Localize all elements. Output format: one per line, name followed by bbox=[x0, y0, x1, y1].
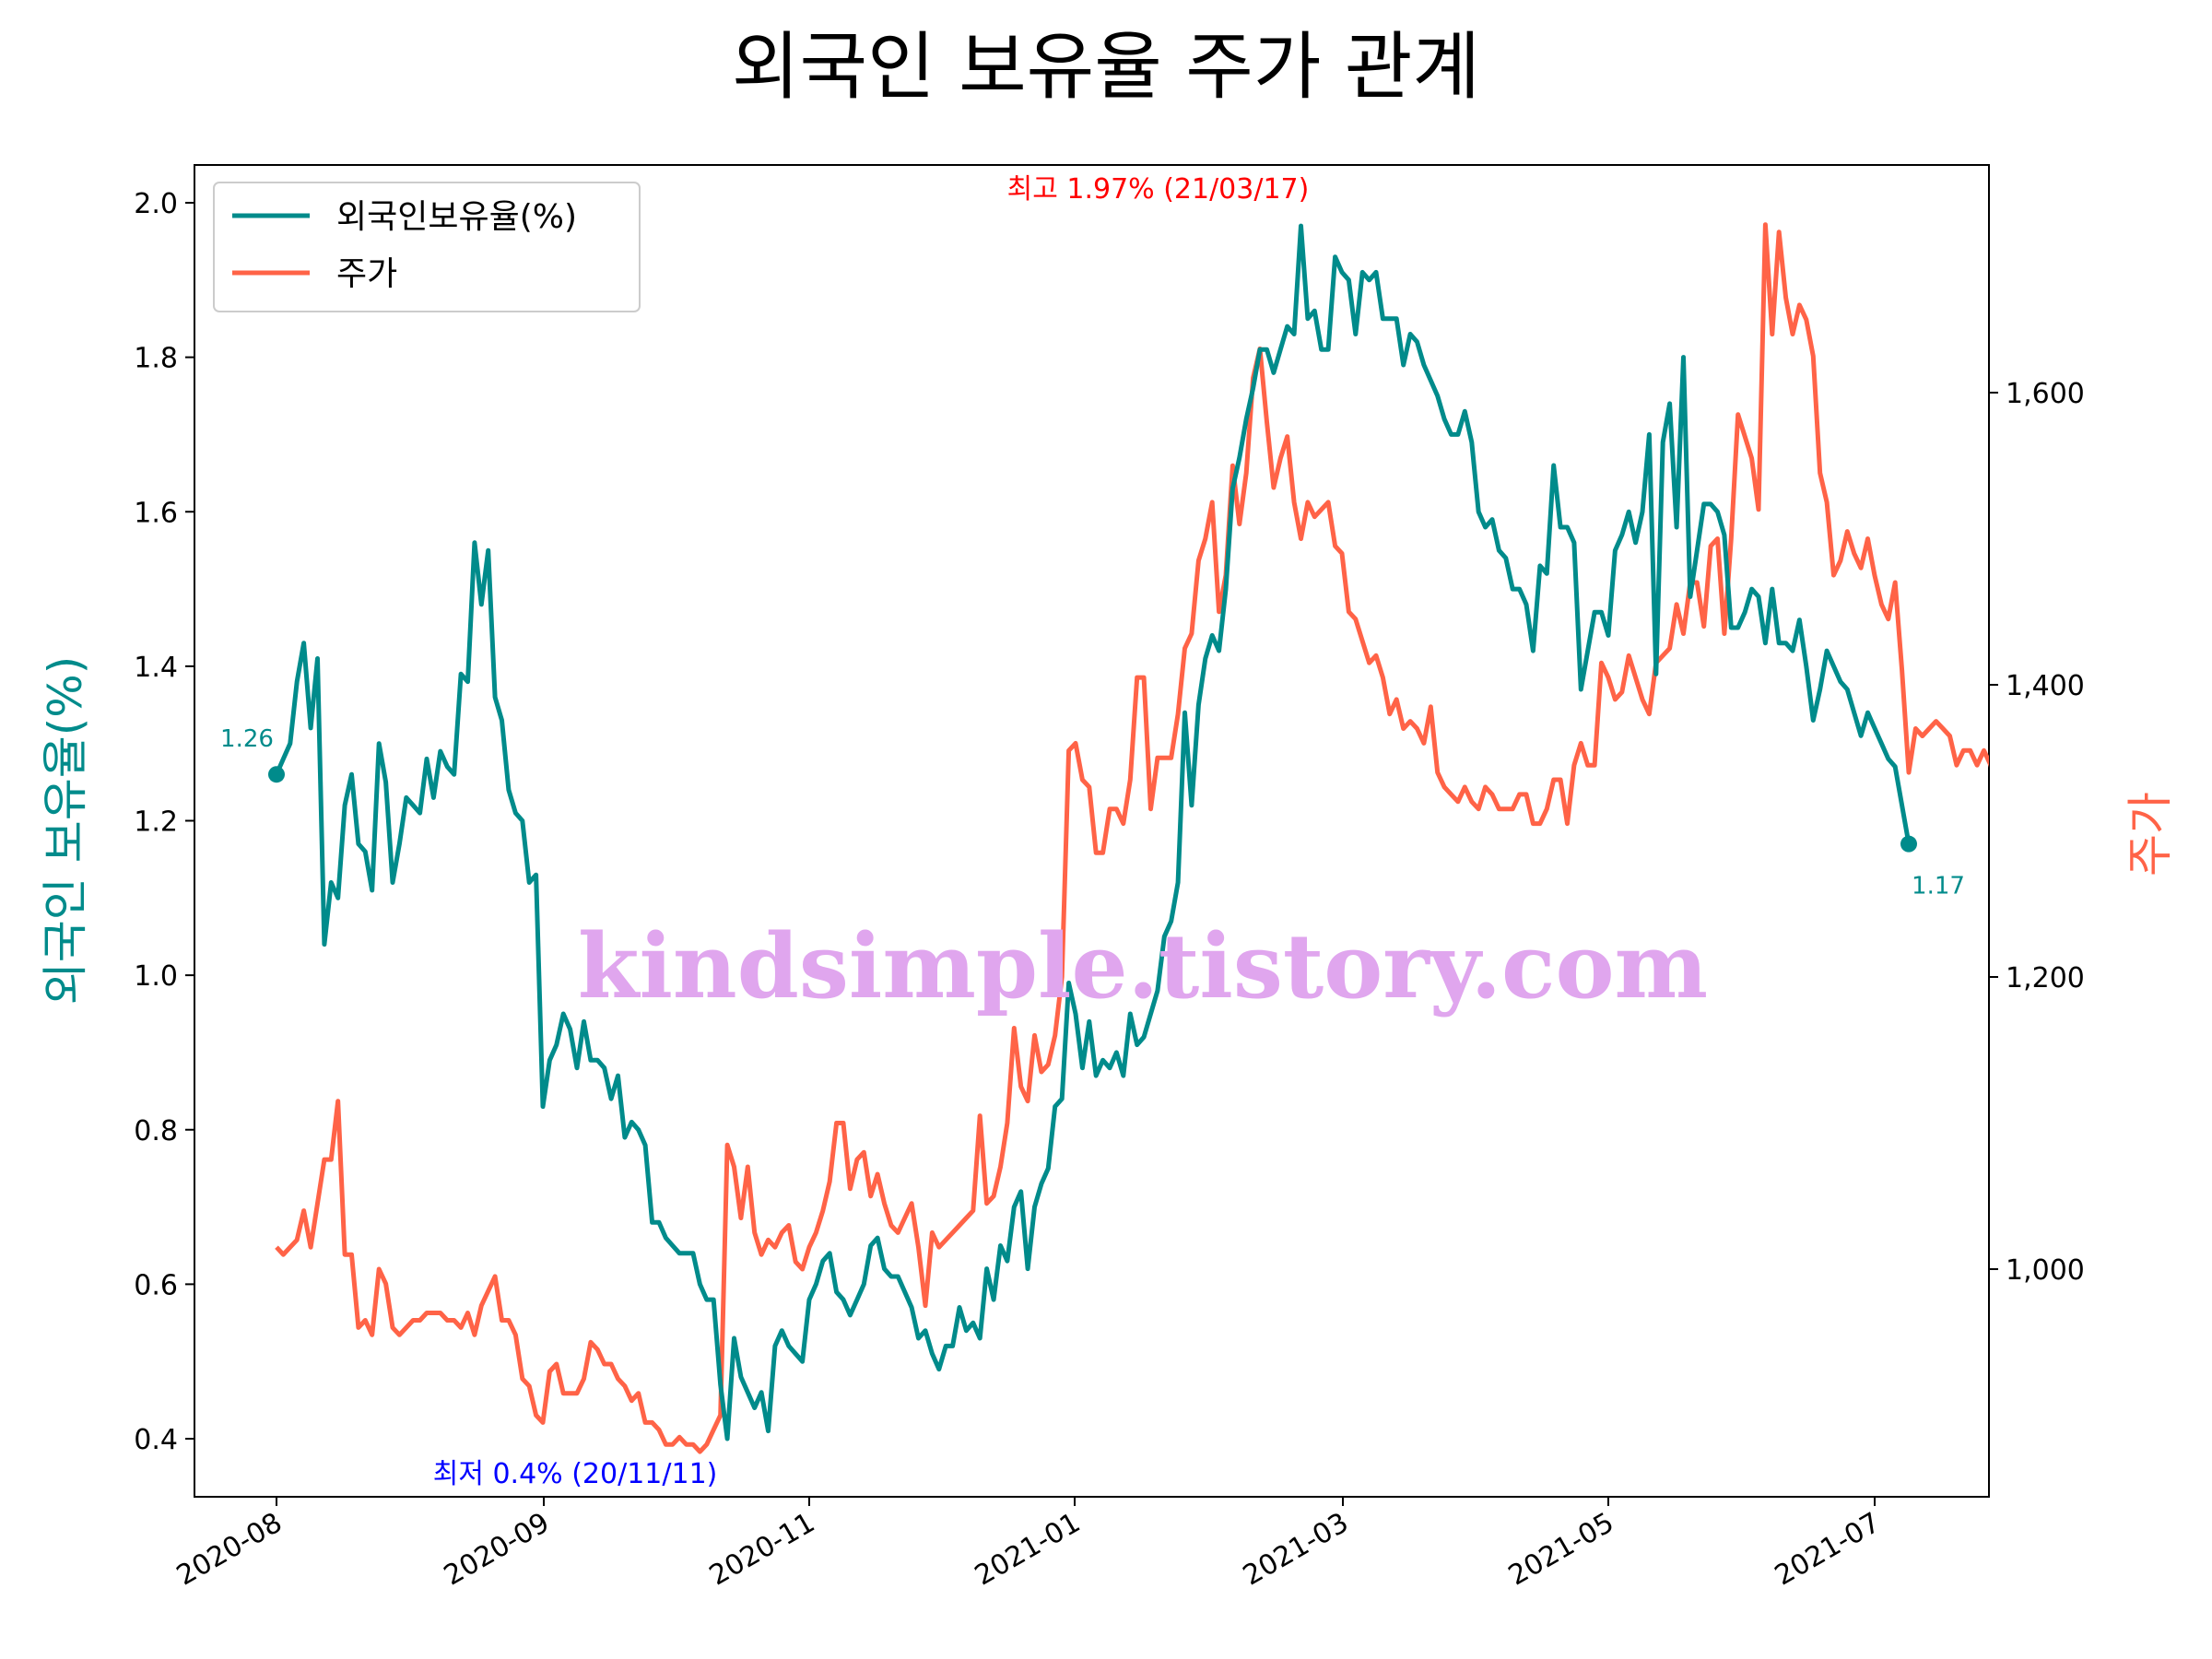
right-axis-title: 주가 bbox=[2124, 792, 2177, 877]
x-tick-label: 2020-09 bbox=[439, 1507, 555, 1593]
end-value-label: 1.17 bbox=[1912, 873, 1965, 900]
x-axis: 2020-08 2020-09 2020-11 2021-01 2021-03 2021-… bbox=[171, 1497, 1886, 1593]
left-axis-title: 외국인 보유율(%) bbox=[39, 656, 92, 1005]
watermark-text: kindsimple.tistory.com bbox=[578, 914, 1708, 1018]
left-tick-label: 1.0 bbox=[134, 960, 178, 993]
series-layer bbox=[274, 222, 1989, 1454]
left-tick-label: 1.4 bbox=[134, 652, 178, 684]
right-tick-label: 1,400 bbox=[2006, 670, 2085, 702]
left-tick-label: 2.0 bbox=[134, 188, 178, 220]
right-tick-label: 1,600 bbox=[2006, 378, 2085, 410]
right-tick-label: 1,000 bbox=[2006, 1254, 2085, 1287]
right-axis: 1,000 1,200 1,400 1,600 bbox=[1989, 378, 2085, 1287]
x-tick-label: 2021-03 bbox=[1238, 1507, 1354, 1593]
right-tick-label: 1,200 bbox=[2006, 962, 2085, 994]
left-tick-label: 0.4 bbox=[134, 1424, 178, 1456]
legend-label-ownership: 외국인보유율(%) bbox=[336, 198, 577, 236]
series-line-ownership bbox=[274, 223, 1912, 1441]
legend-box bbox=[213, 182, 641, 312]
x-tick-label: 2020-11 bbox=[704, 1507, 820, 1593]
left-tick-label: 0.6 bbox=[134, 1269, 178, 1301]
start-value-label: 1.26 bbox=[220, 725, 274, 753]
left-tick-label: 1.6 bbox=[134, 497, 178, 529]
plot-area bbox=[194, 164, 1990, 1498]
legend-label-price: 주가 bbox=[336, 255, 397, 293]
left-axis: 0.4 0.6 0.8 1.0 1.2 1.4 1.6 1.8 2.0 bbox=[134, 188, 194, 1456]
plot-frame bbox=[194, 164, 1990, 1498]
x-tick-label: 2021-05 bbox=[1503, 1507, 1619, 1593]
x-tick-label: 2020-08 bbox=[171, 1507, 288, 1593]
x-tick-label: 2021-07 bbox=[1770, 1507, 1886, 1593]
left-tick-label: 1.8 bbox=[134, 343, 178, 375]
start-point-marker bbox=[268, 766, 285, 783]
series-line-price bbox=[275, 222, 1989, 1454]
x-tick-label: 2021-01 bbox=[970, 1507, 1086, 1593]
chart-title: 외국인 보유율 주가 관계 bbox=[732, 24, 1480, 110]
min-annotation: 최저 0.4% (20/11/11) bbox=[433, 1458, 718, 1490]
legend: 외국인보유율(%) 주가 bbox=[213, 182, 641, 312]
max-annotation: 최고 1.97% (21/03/17) bbox=[1007, 173, 1310, 206]
left-tick-label: 1.2 bbox=[134, 806, 178, 839]
left-tick-label: 0.8 bbox=[134, 1115, 178, 1147]
end-point-marker bbox=[1900, 835, 1917, 853]
